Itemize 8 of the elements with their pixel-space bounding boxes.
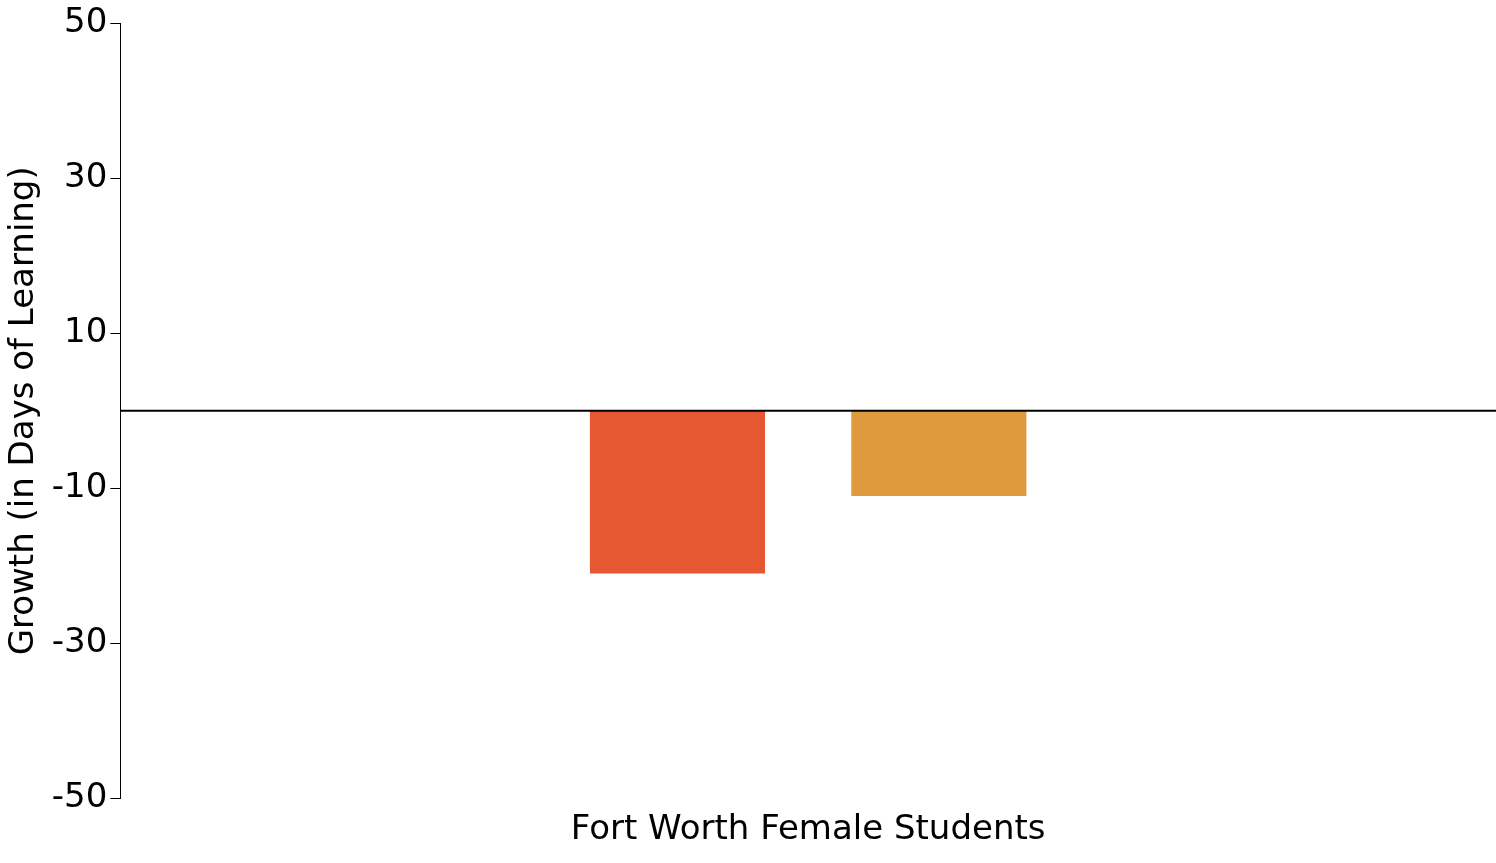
y-tick-label: 30 bbox=[64, 155, 108, 196]
y-axis-title: Growth (in Days of Learning) bbox=[1, 166, 42, 656]
y-tick-label: 10 bbox=[64, 310, 108, 351]
y-tick-label: -30 bbox=[51, 620, 108, 661]
x-tick-label: Fort Worth Female Students bbox=[570, 807, 1046, 848]
y-tick-label: -50 bbox=[51, 775, 108, 816]
y-tick-label: -10 bbox=[51, 465, 108, 506]
y-tick-label: 50 bbox=[64, 0, 108, 41]
